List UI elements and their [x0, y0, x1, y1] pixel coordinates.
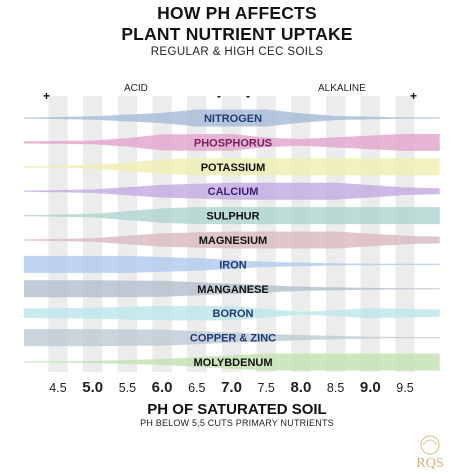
nutrient-band	[24, 231, 440, 249]
chart-title-line-2: PLANT NUTRIENT UPTAKE	[121, 24, 353, 44]
x-tick-label: 6.0	[151, 379, 173, 396]
x-tick-label: 9.0	[359, 379, 381, 396]
nutrient-band	[24, 329, 440, 347]
nutrient-label: POTASSIUM	[201, 162, 266, 174]
nutrient-band	[24, 306, 440, 321]
ph-column-stripe	[48, 96, 68, 372]
nutrient-band	[24, 158, 440, 176]
alkaline-plus-sign: +	[410, 89, 418, 103]
nutrient-band	[24, 109, 440, 127]
x-axis-label: PH OF SATURATED SOIL	[147, 401, 327, 418]
nutrient-label: SULPHUR	[206, 211, 259, 223]
acid-label: ACID	[124, 83, 148, 94]
x-tick-label: 5.5	[118, 381, 137, 395]
x-tick-label: 7.0	[221, 379, 242, 396]
nutrient-band	[24, 280, 440, 298]
nutrient-label: PHOSPHORUS	[194, 137, 272, 149]
alkaline-label: ALKALINE	[318, 83, 366, 94]
nutrient-label: COPPER & ZINC	[190, 333, 276, 345]
nutrient-label: BORON	[213, 308, 254, 320]
x-tick-label: 7.5	[257, 381, 275, 395]
x-tick-label: 6.5	[188, 381, 206, 395]
x-tick-label: 8.0	[290, 379, 312, 396]
nutrient-label: MOLYBDENUM	[193, 357, 272, 369]
mid-right-minus-sign: -	[246, 89, 250, 103]
nutrient-label: CALCIUM	[208, 186, 259, 198]
nutrient-band	[24, 133, 440, 151]
nutrient-label: MANGANESE	[197, 284, 269, 296]
acid-plus-sign: +	[43, 89, 51, 103]
x-tick-label: 8.5	[326, 381, 345, 395]
x-tick-label: 5.0	[82, 379, 104, 396]
logo-text: RQS	[416, 456, 443, 470]
nutrient-label: NITROGEN	[204, 113, 262, 125]
nutrient-band	[24, 207, 440, 225]
chart-subtitle: REGULAR & HIGH CEC SOILS	[150, 46, 324, 58]
chart-title-line-1: HOW PH AFFECTS	[157, 3, 317, 23]
nutrient-label: IRON	[219, 259, 247, 271]
nutrient-band	[24, 353, 440, 371]
x-tick-label: 4.5	[49, 381, 67, 395]
x-tick-label: 9.5	[396, 381, 414, 395]
nutrient-band	[24, 255, 440, 273]
nutrient-band	[24, 182, 440, 200]
mid-left-minus-sign: -	[217, 89, 221, 103]
chart-note: PH BELOW 5,5 CUTS PRIMARY NUTRIENTS	[140, 418, 334, 428]
rqs-logo: RQS	[416, 435, 444, 470]
nutrient-label: MAGNESIUM	[199, 235, 267, 247]
